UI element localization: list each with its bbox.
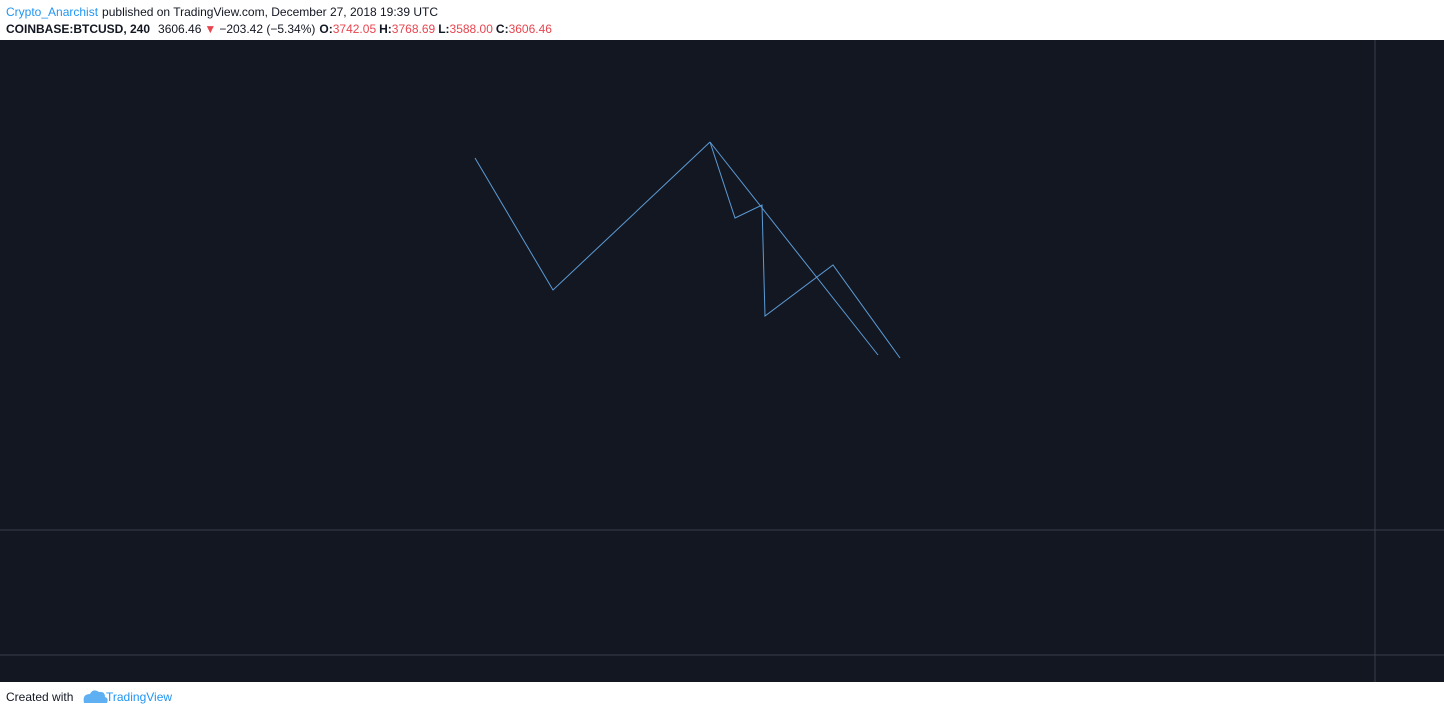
ohlc-value: 3588.00 <box>450 22 494 36</box>
chart-background <box>0 40 1444 682</box>
logo <box>83 690 108 703</box>
change: −203.42 (−5.34%) <box>219 22 315 36</box>
wave-line <box>709 141 901 359</box>
footer: Created with TradingView <box>6 690 172 704</box>
wave-lines <box>474 141 901 359</box>
header-line-2: COINBASE:BTCUSD, 240 3606.46 ▼ −203.42 (−5.… <box>6 22 552 36</box>
symbol: COINBASE:BTCUSD, 240 <box>6 22 150 36</box>
price: 3606.46 <box>158 22 202 36</box>
ohlc-key: L: <box>438 22 449 36</box>
ohlc-value: 3742.05 <box>333 22 377 36</box>
wave-line <box>474 141 711 291</box>
published: published on TradingView.com, December 2… <box>102 5 438 19</box>
header-line-1: Crypto_Anarchist published on TradingView… <box>6 5 438 19</box>
footer-text: Created with <box>6 690 73 704</box>
ohlc-value: 3768.69 <box>392 22 436 36</box>
ohlc-key: C: <box>496 22 509 36</box>
ohlc-key: O: <box>319 22 332 36</box>
footer-brand[interactable]: TradingView <box>106 690 172 704</box>
ohlc-key: H: <box>379 22 392 36</box>
arrow: ▼ <box>204 22 216 36</box>
ohlc-value: 3606.46 <box>509 22 553 36</box>
author[interactable]: Crypto_Anarchist <box>6 5 99 19</box>
wave-line <box>709 141 879 356</box>
